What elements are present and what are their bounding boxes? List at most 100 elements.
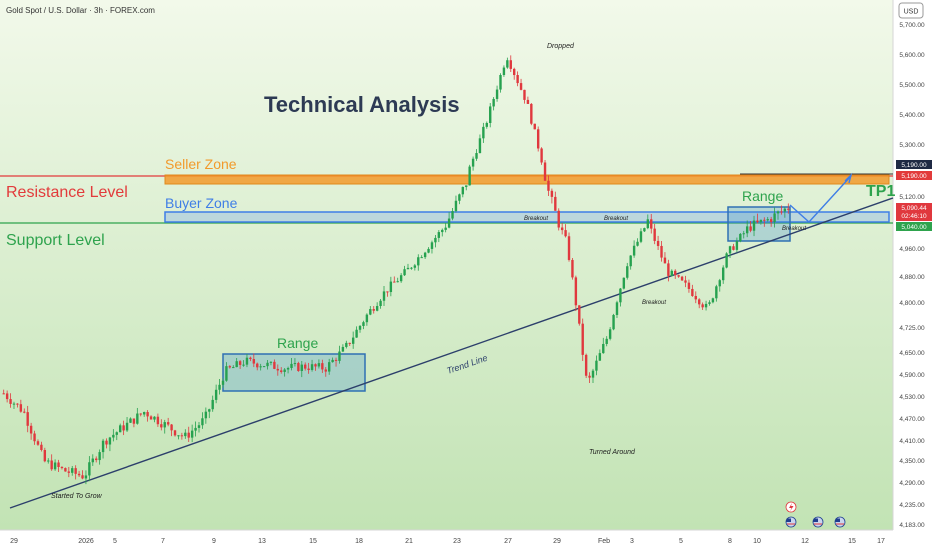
x-tick-label: 9 <box>212 538 216 545</box>
candle-down <box>550 190 554 197</box>
candle-down <box>680 276 684 281</box>
candle-down <box>187 432 190 438</box>
currency-badge[interactable] <box>898 2 924 19</box>
candle-down <box>297 363 300 372</box>
buyer-zone <box>164 211 890 223</box>
candle-up <box>619 288 622 303</box>
x-tick-label: Feb <box>598 538 610 545</box>
price-tag-seller-top <box>896 160 932 169</box>
candle-up <box>602 343 605 354</box>
candle-down <box>560 227 564 231</box>
candle-up <box>112 434 115 438</box>
candle-up <box>715 286 718 299</box>
trend-line <box>9 197 894 509</box>
us-flag-icon[interactable] <box>834 516 846 528</box>
candle-up <box>101 440 105 453</box>
candle-up <box>389 281 393 293</box>
candle-up <box>194 427 197 431</box>
y-tick-label: 4,410.00 <box>899 438 925 445</box>
candle-up <box>646 219 650 229</box>
y-tick-label: 4,880.00 <box>899 274 925 281</box>
candle-down <box>694 295 697 300</box>
y-tick-label: 5,300.00 <box>899 142 925 149</box>
candle-up <box>492 98 495 107</box>
candle-down <box>536 129 540 149</box>
x-tick-label: 27 <box>504 538 512 545</box>
candle-up <box>739 233 742 242</box>
x-tick-label: 8 <box>728 538 732 545</box>
x-tick-label: 5 <box>679 538 683 545</box>
candle-up <box>704 303 708 308</box>
candle-up <box>489 106 492 123</box>
price-axis-panel <box>893 0 932 550</box>
candle-up <box>783 208 787 212</box>
candle-down <box>321 363 324 370</box>
candle-up <box>225 366 228 381</box>
candle-down <box>584 354 588 376</box>
us-flag-icon[interactable] <box>785 516 797 528</box>
candle-up <box>88 462 91 476</box>
candle-down <box>273 361 276 369</box>
candle-up <box>615 302 619 315</box>
candle-down <box>156 416 160 425</box>
candle-down <box>687 282 691 289</box>
range-label-2: Range <box>742 188 783 204</box>
range-box-2 <box>727 206 791 242</box>
candle-up <box>242 364 245 366</box>
candle-down <box>228 366 232 368</box>
candle-up <box>190 430 194 438</box>
x-tick-label: 29 <box>10 538 18 545</box>
candle-up <box>341 346 345 352</box>
buyer-zone-label: Buyer Zone <box>165 195 238 211</box>
candle-up <box>728 246 732 254</box>
candle-down <box>653 228 656 241</box>
candle-down <box>581 323 584 355</box>
candle-up <box>119 425 122 433</box>
candle-down <box>122 425 125 431</box>
candle-down <box>132 418 136 424</box>
candle-up <box>53 462 57 470</box>
candlestick-series <box>2 55 790 485</box>
lightning-icon[interactable] <box>785 501 797 513</box>
candle-up <box>639 231 643 242</box>
candle-up <box>423 252 427 258</box>
candle-down <box>5 393 9 400</box>
candle-down <box>780 211 783 213</box>
candle-up <box>331 359 334 363</box>
candle-up <box>598 353 602 361</box>
us-flag-icon[interactable] <box>812 516 824 528</box>
y-tick-label: 4,725.00 <box>899 325 925 332</box>
candle-down <box>256 363 259 368</box>
candle-up <box>622 277 626 289</box>
x-tick-label: 15 <box>309 538 317 545</box>
candle-up <box>595 360 598 371</box>
y-tick-label: 4,960.00 <box>899 246 925 253</box>
price-tag-current-text: 5,090.44 <box>901 205 927 212</box>
candle-down <box>19 404 23 412</box>
candle-down <box>564 230 567 237</box>
candle-down <box>519 83 523 90</box>
candle-up <box>153 416 156 420</box>
candle-up <box>711 298 715 303</box>
candle-up <box>382 291 386 301</box>
price-tag-seller-top-text: 5,190.00 <box>901 162 927 169</box>
candle-up <box>201 418 204 426</box>
candle-down <box>139 413 142 415</box>
candle-down <box>95 458 98 461</box>
y-tick-label: 4,235.00 <box>899 502 925 509</box>
candle-down <box>2 393 5 395</box>
candle-up <box>163 422 166 428</box>
candle-down <box>701 304 704 308</box>
candle-up <box>12 403 16 405</box>
currency-label: USD <box>904 9 919 16</box>
projection-path <box>789 175 852 223</box>
candle-up <box>461 186 465 195</box>
price-tag-buyer-text: 5,040.00 <box>901 224 927 231</box>
candle-up <box>214 389 218 400</box>
started-to-grow-label: Started To Grow <box>51 493 103 500</box>
candle-down <box>81 475 84 479</box>
y-tick-label: 5,400.00 <box>899 112 925 119</box>
candle-up <box>177 435 180 437</box>
candle-down <box>547 180 550 191</box>
